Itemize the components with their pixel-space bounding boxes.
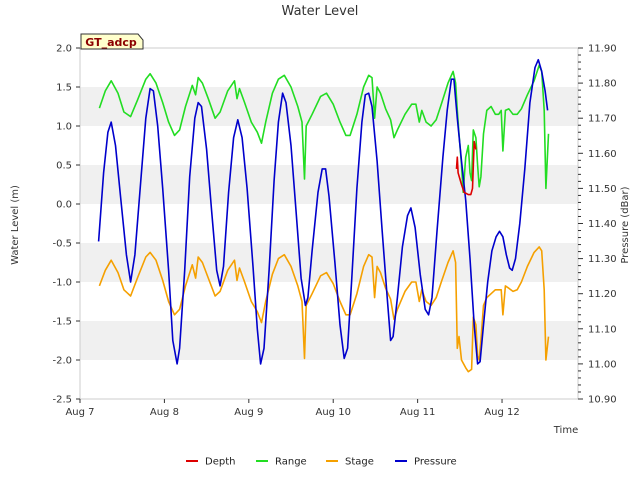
series-line-stage [98,246,550,373]
grid-band [80,87,578,126]
right-tick-label: 11.10 [588,324,617,335]
right-tick-label: 11.30 [588,254,617,265]
right-tick-label: 11.80 [588,79,617,90]
y-axis-label-left: Water Level (m) [10,185,21,265]
left-tick-label: 1.0 [56,122,72,133]
left-tick-label: 1.5 [56,83,72,94]
legend-item-depth: Depth [186,457,235,468]
right-tick-label: 11.60 [588,149,617,160]
left-axis-ticks: 2.0 1.5 1.0 0.5 0.0 -0.5 -1.0 -1.5 -2.0 -2.5 [52,44,80,406]
left-tick-label: 2.0 [56,44,72,55]
right-axis-ticks: 11.90 11.80 11.70 11.60 11.50 11.40 11.30 11.20… [578,44,617,406]
legend: Depth Range Stage Pressure [186,457,457,468]
station-label-text: GT_adcp [85,36,137,49]
series-line-pressure [97,58,549,365]
legend-item-range: Range [256,457,307,468]
series-line-depth [455,140,477,196]
right-tick-label: 11.70 [588,114,617,125]
series-line-range [98,64,550,194]
left-tick-label: -2.5 [52,395,72,406]
legend-item-pressure: Pressure [395,457,457,468]
right-tick-label: 11.90 [588,44,617,55]
right-tick-label: 10.90 [588,395,617,406]
legend-item-stage: Stage [326,457,374,468]
left-tick-label: 0.5 [56,161,72,172]
y-axis-label-right: Pressure (dBar) [620,186,631,263]
left-tick-label: -0.5 [52,239,72,250]
station-label: GT_adcp [80,33,144,50]
x-tick-label: Aug 12 [484,407,519,418]
grid-bands [80,87,578,360]
left-tick-label: -1.0 [52,278,72,289]
chart-title: Water Level [282,4,359,19]
left-tick-label: -2.0 [52,356,72,367]
right-tick-label: 11.50 [588,184,617,195]
x-tick-label: Aug 8 [150,407,179,418]
grid-band [80,321,578,360]
right-tick-label: 11.00 [588,359,617,370]
legend-label: Depth [205,457,235,468]
left-tick-label: -1.5 [52,317,72,328]
series-layer [97,58,550,373]
x-tick-label: Aug 7 [65,407,94,418]
x-axis-ticks: Aug 7 Aug 8 Aug 9 Aug 10 Aug 11 Aug 12 [65,399,520,418]
legend-label: Pressure [414,457,457,468]
legend-label: Stage [345,457,374,468]
x-tick-label: Aug 10 [316,407,351,418]
right-tick-label: 11.40 [588,219,617,230]
right-tick-label: 11.20 [588,289,617,300]
x-tick-label: Aug 11 [400,407,435,418]
left-tick-label: 0.0 [56,200,72,211]
legend-label: Range [275,457,307,468]
x-axis-label: Time [553,425,578,436]
x-tick-label: Aug 9 [234,407,263,418]
